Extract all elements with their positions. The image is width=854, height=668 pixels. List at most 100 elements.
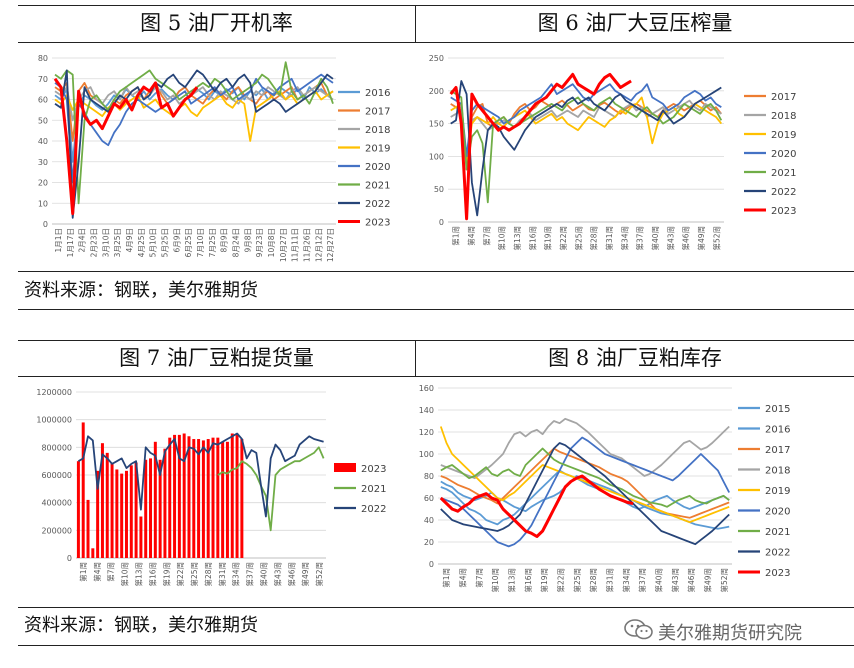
- legend-label: 2022: [765, 548, 790, 559]
- y-tick-label: 1200000: [36, 388, 72, 397]
- x-tick-label: 10月8日: [267, 228, 276, 257]
- series-line-2023: [53, 77, 199, 216]
- x-tick-label: 6月9日: [172, 228, 181, 253]
- series-line-2018: [440, 417, 730, 480]
- legend-label: 2023: [771, 206, 796, 217]
- y-tick-label: 40: [424, 516, 434, 525]
- legend-label: 2018: [771, 111, 796, 122]
- legend-label: 2022: [771, 187, 796, 198]
- row-start-bottom: [18, 340, 854, 341]
- x-tick-label: 第46周: [686, 568, 696, 593]
- x-tick-label: 第1周: [78, 562, 88, 582]
- legend-label: 2023: [365, 218, 390, 229]
- x-tick-label: 第13周: [134, 562, 144, 587]
- x-tick-label: 4月25日: [137, 228, 146, 257]
- x-tick-label: 7月10日: [196, 228, 205, 257]
- legend-label: 2023: [765, 568, 790, 579]
- x-tick-label: 10月27日: [279, 228, 288, 262]
- x-tick-label: 9月23日: [255, 228, 264, 257]
- x-tick-label: 第37周: [637, 568, 647, 593]
- y-tick-label: 80: [38, 54, 48, 63]
- chart-meal-pickup: 0 200000 400000 600000 800000 1000000 1200000 第…: [36, 388, 386, 587]
- x-tick-label: 11月26日: [302, 228, 311, 262]
- x-tick-label: 第22周: [556, 568, 566, 593]
- y-tick-label: 70: [38, 75, 48, 84]
- y-tick-label: 30: [38, 158, 48, 167]
- x-tick-label: 第28周: [203, 562, 213, 587]
- wechat-icon: [624, 618, 654, 646]
- x-tick-label: 第34周: [621, 568, 631, 593]
- bar-2023: [177, 434, 181, 558]
- legend-label: 2021: [765, 527, 790, 538]
- legend-swatch: [334, 463, 356, 472]
- x-tick-label: 第4周: [458, 568, 468, 588]
- series-line-2021: [440, 447, 730, 508]
- legend-label: 2023: [361, 464, 386, 475]
- y-tick-label: 1000000: [36, 416, 72, 425]
- legend-label: 2021: [365, 181, 390, 192]
- x-tick-label: 第28周: [589, 226, 599, 251]
- x-tick-label: 12月12日: [314, 228, 323, 262]
- bar-2023: [182, 433, 186, 558]
- y-tick-label: 10: [38, 199, 48, 208]
- x-tick-label: 第25周: [573, 226, 583, 251]
- legend-label: 2021: [771, 168, 796, 179]
- y-tick-label: 80: [424, 472, 434, 481]
- y-tick-label: 50: [38, 116, 48, 125]
- x-tick-label: 第40周: [654, 568, 664, 593]
- y-tick-label: 100: [419, 450, 434, 459]
- bottom-border: [18, 645, 854, 646]
- y-tick-label: 160: [419, 384, 434, 393]
- y-tick-label: 0: [67, 554, 72, 563]
- bar-2023: [76, 461, 80, 558]
- x-tick-label: 第19周: [543, 226, 553, 251]
- series-line-2019: [54, 90, 334, 142]
- x-tick-label: 第52周: [314, 562, 324, 587]
- x-tick-label: 第22周: [175, 562, 185, 587]
- legend-label: 2021: [361, 484, 386, 495]
- x-tick-label: 第43周: [272, 562, 282, 587]
- series-line-2020: [440, 436, 730, 548]
- x-tick-label: 4月9日: [125, 228, 134, 253]
- series-line-2022: [440, 442, 730, 546]
- col-separator-bottom: [415, 340, 416, 376]
- x-tick-label: 第43周: [670, 568, 680, 593]
- x-tick-label: 第1周: [451, 226, 461, 246]
- series-line-2019: [439, 426, 730, 524]
- y-tick-label: 20: [38, 179, 48, 188]
- y-tick-label: 400000: [41, 499, 72, 508]
- y-tick-label: 60: [38, 96, 48, 105]
- x-tick-label: 第1周: [441, 568, 451, 588]
- source-divider-bottom: [18, 607, 854, 608]
- x-tick-label: 第49周: [696, 226, 706, 251]
- legend-label: 2020: [771, 149, 796, 160]
- bar-2023: [173, 434, 177, 558]
- x-tick-label: 第10周: [490, 568, 500, 593]
- chart-operating-rate: 0 10 20 30 40 50 60 70 80 1月1日 1月17日 2月4日 2月23日 3月10日…: [38, 54, 391, 262]
- x-tick-label: 1月17日: [66, 228, 75, 257]
- bar-2023: [139, 516, 143, 558]
- x-tick-label: 第4周: [92, 562, 102, 582]
- legend-label: 2015: [765, 404, 790, 415]
- x-tick-label: 第22周: [558, 226, 568, 251]
- col-separator-top: [415, 5, 416, 42]
- bar-2023: [81, 422, 85, 558]
- x-tick-label: 9月8日: [243, 228, 252, 253]
- x-tick-label: 第7周: [106, 562, 116, 582]
- bar-2023: [225, 441, 229, 558]
- bar-2023: [197, 439, 201, 558]
- chart-title-7: 图 7 油厂豆粕提货量: [119, 346, 314, 370]
- series-line-2019: [450, 96, 723, 164]
- x-tick-label: 11月11日: [291, 228, 300, 262]
- x-tick-label: 6月25日: [184, 228, 193, 257]
- bar-2023: [163, 448, 167, 558]
- x-tick-label: 8月24日: [231, 228, 240, 257]
- y-tick-label: 50: [434, 185, 444, 194]
- y-tick-label: 200: [429, 87, 444, 96]
- bar-2023: [100, 443, 104, 558]
- series-line-2021: [217, 446, 325, 532]
- x-tick-label: 第16周: [523, 568, 533, 593]
- series-line-2022: [54, 69, 334, 219]
- chart-crush-volume: 0 50 100 150 200 250 第1周 第4周 第7周 第10周 第13周 第16周 第19周…: [429, 54, 797, 251]
- x-tick-label: 第52周: [711, 226, 721, 251]
